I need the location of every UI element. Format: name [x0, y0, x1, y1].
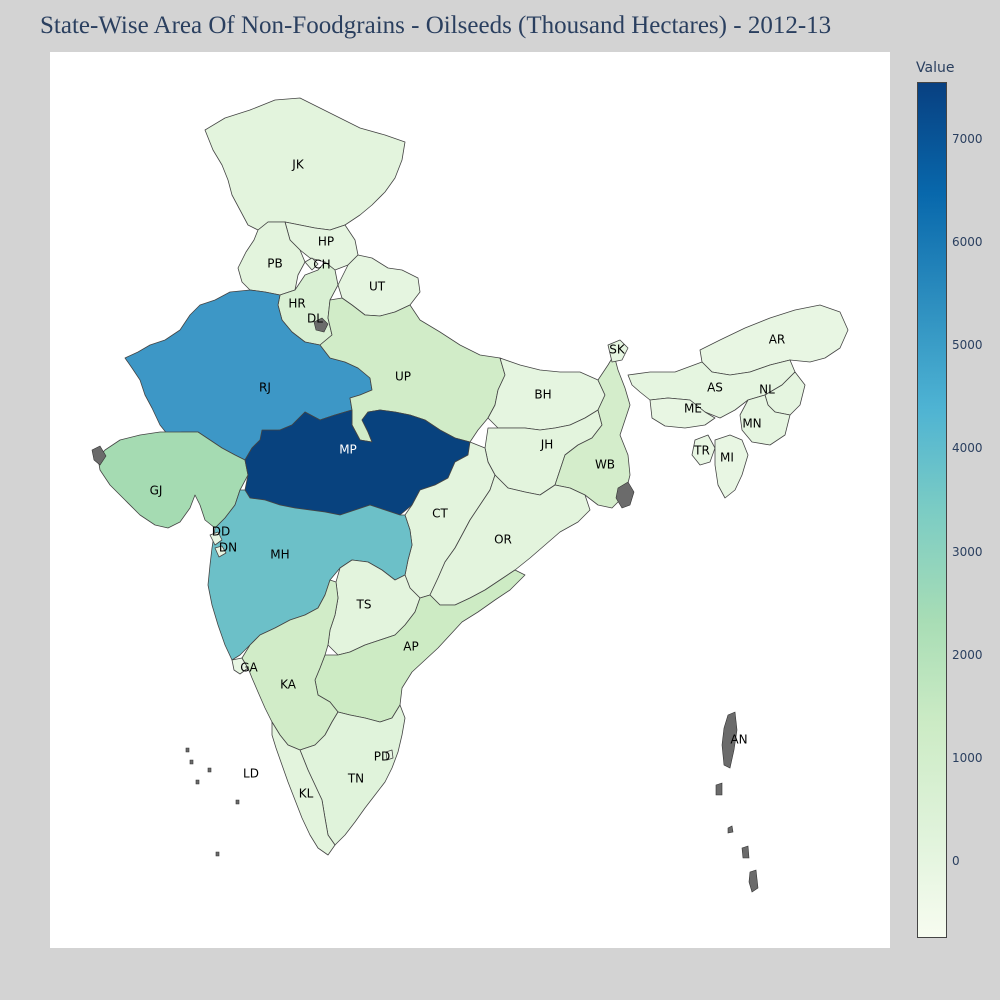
label-pb: PB — [267, 257, 282, 271]
label-ch: CH — [313, 258, 330, 272]
ld-island-3 — [207, 767, 212, 773]
state-ka[interactable] — [241, 579, 339, 751]
label-ut: UT — [369, 280, 386, 294]
state-sk[interactable] — [607, 339, 629, 363]
colorbar-tick: 3000 — [952, 545, 983, 559]
state-mi[interactable] — [714, 434, 749, 499]
colorbar-tick: 1000 — [952, 751, 983, 765]
state-kl[interactable] — [271, 721, 336, 856]
label-ka: KA — [280, 678, 297, 692]
state-dn[interactable] — [214, 545, 227, 558]
label-dd: DD — [212, 525, 230, 539]
label-as: AS — [707, 381, 723, 395]
label-wb: WB — [595, 458, 615, 472]
colorbar-tick: 0 — [952, 854, 960, 868]
label-sk: SK — [609, 343, 626, 357]
state-pd[interactable] — [385, 749, 394, 761]
label-jk: JK — [291, 158, 305, 172]
label-mn: MN — [742, 417, 761, 431]
label-ar: AR — [769, 333, 786, 347]
colorbar — [917, 82, 947, 938]
label-hp: HP — [318, 235, 334, 249]
state-jk[interactable] — [204, 97, 406, 231]
state-dd[interactable] — [209, 531, 223, 546]
state-wb[interactable] — [554, 354, 631, 509]
india-choropleth-map[interactable]: JK HP PB CH UT HR DL RJ UP BH SK AR AS N… — [50, 52, 890, 948]
label-me: ME — [684, 402, 702, 416]
map-panel[interactable]: JK HP PB CH UT HR DL RJ UP BH SK AR AS N… — [50, 52, 890, 948]
label-tr: TR — [693, 444, 710, 458]
an-island-4 — [741, 845, 750, 859]
wb-coastal-islands — [615, 481, 635, 509]
label-or: OR — [494, 533, 512, 547]
state-dl[interactable] — [313, 317, 329, 333]
an-island-5 — [748, 869, 759, 893]
state-an[interactable] — [721, 711, 738, 769]
colorbar-tick: 7000 — [952, 132, 983, 146]
ld-island-6 — [215, 851, 220, 857]
state-ch[interactable] — [304, 257, 319, 271]
an-island-2 — [715, 782, 723, 796]
colorbar-tick: 6000 — [952, 235, 983, 249]
label-ts: TS — [356, 598, 372, 612]
gj-kutch-fragment — [91, 445, 107, 466]
label-hr: HR — [288, 297, 305, 311]
label-jh: JH — [540, 438, 554, 452]
state-labels: JK HP PB CH UT HR DL RJ UP BH SK AR AS N… — [150, 158, 786, 801]
label-up: UP — [395, 370, 411, 384]
label-ct: CT — [432, 507, 448, 521]
label-mh: MH — [270, 548, 289, 562]
label-dn: DN — [219, 541, 237, 555]
ld-island-4 — [195, 779, 200, 785]
label-ld: LD — [243, 767, 259, 781]
state-me[interactable] — [649, 397, 716, 429]
ld-island-1 — [185, 747, 190, 753]
an-island-3 — [727, 825, 734, 834]
label-mi: MI — [720, 451, 734, 465]
colorbar-title: Value — [916, 60, 955, 76]
ld-island-2 — [189, 759, 194, 765]
label-ga: GA — [240, 661, 258, 675]
colorbar-tick: 5000 — [952, 338, 983, 352]
ld-island-5 — [235, 799, 240, 805]
label-rj: RJ — [259, 381, 271, 395]
state-tr[interactable] — [691, 434, 716, 466]
label-kl: KL — [299, 787, 314, 801]
label-ap: AP — [403, 640, 418, 654]
label-tn: TN — [347, 772, 364, 786]
colorbar-tick: 4000 — [952, 441, 983, 455]
colorbar-tick: 2000 — [952, 648, 983, 662]
label-dl: DL — [307, 312, 323, 326]
label-pd: PD — [374, 750, 390, 764]
label-nl: NL — [759, 383, 775, 397]
chart-title: State-Wise Area Of Non-Foodgrains - Oils… — [40, 12, 832, 39]
label-bh: BH — [534, 388, 551, 402]
label-gj: GJ — [150, 484, 163, 498]
label-mp: MP — [339, 443, 357, 457]
label-an: AN — [730, 733, 747, 747]
state-mn[interactable] — [739, 394, 791, 446]
